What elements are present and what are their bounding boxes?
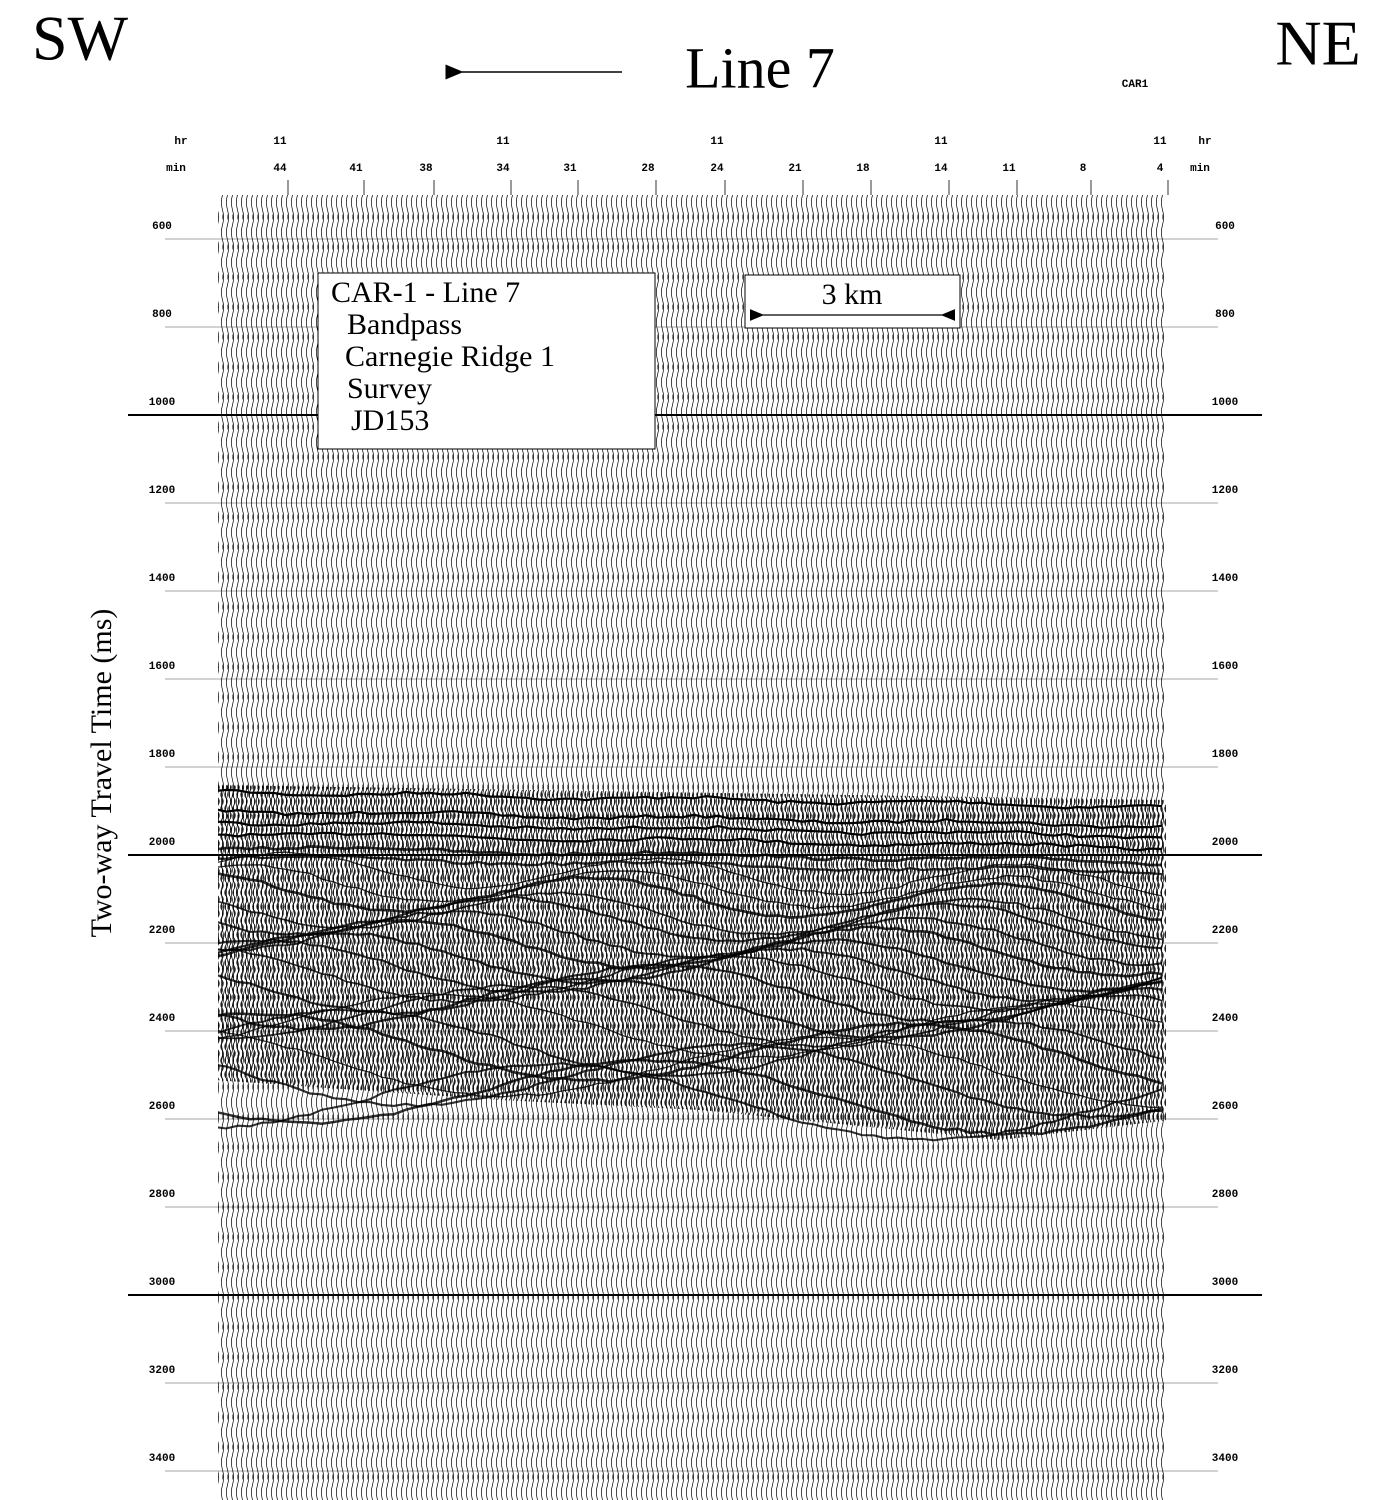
reflector [218, 948, 1163, 1012]
reflector [218, 1029, 1163, 1108]
tick-label-left: 800 [152, 309, 172, 321]
tick-label-right: 2600 [1212, 1101, 1238, 1113]
tick-label-right: 800 [1215, 309, 1235, 321]
minute-label: 11 [1002, 163, 1016, 175]
minute-label: 41 [349, 163, 363, 175]
reflector [218, 845, 1163, 867]
reflector [218, 788, 1163, 810]
tick-label-right: 1800 [1212, 749, 1238, 761]
tick-label-right: 3200 [1212, 1365, 1238, 1377]
corner-left: SW [32, 3, 129, 74]
minute-label: 14 [934, 163, 948, 175]
tick-label-left: 3200 [149, 1365, 175, 1377]
reflector [218, 831, 1163, 852]
reflector [218, 864, 1163, 912]
reflector [218, 1062, 1163, 1142]
minute-label: 28 [641, 163, 655, 175]
reflector [218, 910, 1163, 967]
code: CAR1 [1122, 79, 1149, 91]
hour-label-left: hr [174, 136, 187, 148]
tick-label-right: 3400 [1212, 1453, 1238, 1465]
minute-label: 44 [273, 163, 287, 175]
minute-label: 18 [856, 163, 870, 175]
minute-label: 38 [419, 163, 433, 175]
reflector [218, 851, 1163, 897]
hour-label-right: hr [1198, 136, 1211, 148]
minute-label: 34 [496, 163, 510, 175]
tick-label-left: 1200 [149, 485, 175, 497]
tick-label-right: 1400 [1212, 573, 1238, 585]
minute-label: 8 [1080, 163, 1087, 175]
info-line: Bandpass [347, 308, 462, 341]
minute-label: 31 [563, 163, 577, 175]
tick-label-right: 2200 [1212, 925, 1238, 937]
tick-label-right: 2800 [1212, 1189, 1238, 1201]
hour-label: 11 [273, 136, 287, 148]
reflector [218, 891, 1163, 941]
scale-label: 3 km [822, 278, 883, 311]
info-line: CAR-1 - Line 7 [331, 276, 520, 309]
tick-label-left: 2600 [149, 1101, 175, 1113]
reflector [218, 1042, 1163, 1119]
info-line: Carnegie Ridge 1 [345, 340, 555, 373]
minute-label: 21 [788, 163, 802, 175]
reflector [218, 872, 1163, 921]
tick-label-left: 2800 [149, 1189, 175, 1201]
tick-label-left: 600 [152, 221, 172, 233]
tick-label-right: 2000 [1212, 837, 1238, 849]
reflector [218, 808, 1163, 830]
info-box [317, 272, 656, 450]
tick-label-left: 1600 [149, 661, 175, 673]
tick-label-left: 3400 [149, 1453, 175, 1465]
reflector [218, 854, 1163, 876]
hour-label: 11 [934, 136, 948, 148]
axes: 600 600 800 800 1000 1000 1200 1200 1400 1400 1600… [128, 136, 1262, 1472]
minute-label: 24 [710, 163, 724, 175]
reflector [218, 820, 1163, 840]
reflector [218, 1058, 1163, 1136]
minute-label-left: min [166, 163, 186, 175]
corner-right: NE [1275, 8, 1360, 79]
tick-label-right: 1000 [1212, 397, 1238, 409]
reflector [218, 938, 1163, 1003]
tick-label-left: 1400 [149, 573, 175, 585]
info-line: JD153 [351, 404, 429, 437]
info-line: Survey [347, 372, 432, 405]
minute-label: 4 [1157, 163, 1164, 175]
reflector [218, 1008, 1163, 1078]
seismic-traces [218, 195, 1166, 1500]
reflector [218, 918, 1163, 978]
hour-label: 11 [1153, 136, 1167, 148]
tick-label-right: 2400 [1212, 1013, 1238, 1025]
tick-label-left: 2000 [149, 837, 175, 849]
tick-label-left: 1800 [149, 749, 175, 761]
tick-label-right: 1200 [1212, 485, 1238, 497]
reflector [218, 1012, 1163, 1085]
tick-label-left: 2200 [149, 925, 175, 937]
tick-label-left: 2400 [149, 1013, 175, 1025]
tick-label-right: 600 [1215, 221, 1235, 233]
reflectors [218, 788, 1163, 1142]
tick-label-right: 3000 [1212, 1277, 1238, 1289]
reflector [218, 977, 1163, 1039]
minute-label-right: min [1190, 163, 1210, 175]
reflector [218, 992, 1163, 1059]
tick-label-right: 1600 [1212, 661, 1238, 673]
title: Line 7 [685, 35, 835, 100]
tick-label-left: 3000 [149, 1277, 175, 1289]
reflector [218, 932, 1163, 993]
hour-label: 11 [496, 136, 510, 148]
axis-label: Two-way Travel Time (ms) [85, 609, 118, 938]
hour-label: 11 [710, 136, 724, 148]
tick-label-left: 1000 [149, 397, 175, 409]
